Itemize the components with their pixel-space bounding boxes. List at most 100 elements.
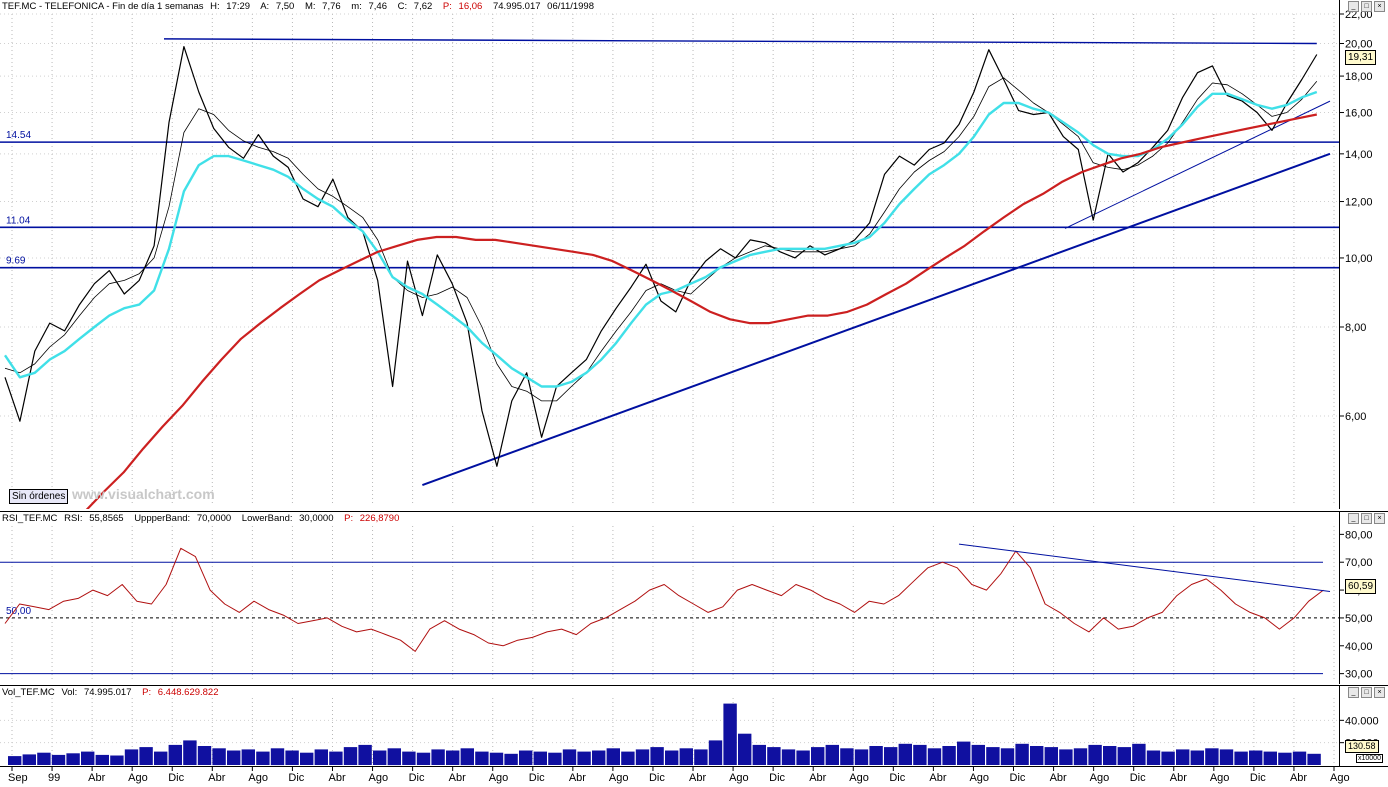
- x-tick-label: Ago: [489, 772, 509, 784]
- x-tick-label: Dic: [529, 772, 545, 784]
- trendline: [1064, 100, 1331, 229]
- volume-bar: [1117, 747, 1131, 765]
- x-tick-label: 99: [48, 772, 60, 784]
- maximize-button[interactable]: □: [1361, 513, 1372, 524]
- volume-last-value: 130.58: [1345, 740, 1379, 753]
- ma-long-line: [85, 113, 1318, 509]
- volume-bar: [1015, 743, 1029, 765]
- x-tick-label: Dic: [769, 772, 785, 784]
- rsi-panel[interactable]: RSI_TEF.MC RSI: 55,8565 UppperBand: 70,0…: [0, 511, 1388, 684]
- volume-bar: [22, 754, 36, 765]
- x-tick-label: Abr: [208, 772, 225, 784]
- maximize-button[interactable]: □: [1361, 687, 1372, 698]
- volume-bar: [898, 743, 912, 765]
- volume-bar: [577, 751, 591, 765]
- volume-bar: [781, 749, 796, 765]
- volume-bar: [1307, 753, 1321, 765]
- x-tick-label: Sep: [8, 772, 28, 784]
- horizontal-line-label: 11.04: [6, 215, 31, 226]
- y-tick-label: 70,00: [1345, 557, 1373, 569]
- volume-bar: [884, 747, 898, 765]
- y-tick-label: 30,00: [1345, 669, 1373, 681]
- rsi-line: [4, 547, 1324, 652]
- volume-chart[interactable]: [0, 686, 1339, 767]
- volume-bar: [606, 748, 620, 766]
- minimize-button[interactable]: _: [1348, 513, 1359, 524]
- x-axis: Sep 99 Abr Ago Dic Abr Ago Dic Abr Ago Dic Abr Ago Di…: [0, 766, 1388, 784]
- volume-bar: [840, 748, 854, 766]
- volume-bar: [533, 751, 547, 765]
- volume-bar: [519, 750, 533, 765]
- volume-bar: [1292, 751, 1307, 765]
- volume-bar: [314, 749, 328, 765]
- volume-bar: [971, 744, 985, 765]
- close-button[interactable]: ×: [1374, 687, 1385, 698]
- volume-bar: [431, 749, 445, 765]
- price-last-value: 19,31: [1345, 50, 1377, 65]
- x-tick-label: Abr: [1290, 772, 1307, 784]
- x-tick-label: Dic: [168, 772, 184, 784]
- volume-bar: [256, 751, 270, 765]
- volume-bar: [650, 747, 664, 765]
- volume-panel[interactable]: Vol_TEF.MC Vol: 74.995.017 P: 6.448.629.…: [0, 685, 1388, 767]
- volume-bar: [343, 747, 358, 765]
- x-tick-label: Abr: [449, 772, 466, 784]
- close-button[interactable]: ×: [1374, 1, 1385, 12]
- x-tick-label: Ago: [1330, 772, 1350, 784]
- minimize-button[interactable]: _: [1348, 687, 1359, 698]
- volume-bar: [1146, 750, 1161, 765]
- volume-bar: [446, 750, 460, 765]
- volume-bar: [1030, 746, 1044, 765]
- close-button[interactable]: ×: [1374, 513, 1385, 524]
- volume-bar: [1044, 747, 1058, 765]
- volume-bar: [1278, 752, 1292, 765]
- y-tick-label: 8,00: [1345, 322, 1366, 334]
- volume-bar: [154, 751, 168, 765]
- volume-bar: [373, 750, 387, 765]
- volume-bar: [95, 754, 109, 765]
- trendline: [163, 38, 1317, 45]
- volume-bar: [1161, 751, 1175, 765]
- volume-bar: [1059, 749, 1073, 765]
- volume-bar: [621, 751, 635, 765]
- volume-bar: [1219, 749, 1234, 765]
- volume-bar: [8, 756, 22, 765]
- rsi-chart[interactable]: 50,00: [0, 512, 1339, 684]
- x-tick-label: Dic: [288, 772, 304, 784]
- volume-bar: [183, 740, 197, 765]
- y-tick-label: 18,00: [1345, 71, 1373, 83]
- price-chart[interactable]: 14.54 11.04 9.69: [0, 0, 1339, 509]
- horizontal-line-label: 14.54: [6, 130, 31, 141]
- volume-bar: [708, 740, 723, 765]
- x-tick-label: Ago: [609, 772, 629, 784]
- volume-bar: [1205, 748, 1219, 766]
- volume-bar: [227, 750, 241, 765]
- volume-bar: [548, 752, 562, 765]
- volume-bar: [986, 747, 1000, 765]
- sin-ordenes-button[interactable]: Sin órdenes: [9, 489, 69, 504]
- volume-bar: [592, 750, 606, 765]
- x-tick-label: Dic: [409, 772, 425, 784]
- rsi-header: RSI_TEF.MC RSI: 55,8565 UppperBand: 70,0…: [2, 513, 400, 524]
- volume-window-buttons: _ □ ×: [1348, 687, 1385, 698]
- volume-bar: [110, 755, 124, 765]
- volume-bar: [387, 748, 401, 766]
- y-tick-label: 50,00: [1345, 613, 1373, 625]
- x-tick-label: Abr: [929, 772, 946, 784]
- volume-bar: [139, 747, 153, 765]
- volume-bar: [957, 741, 971, 765]
- volume-bar: [1190, 750, 1204, 765]
- midline-label: 50,00: [6, 606, 31, 617]
- x-tick-label: Abr: [328, 772, 345, 784]
- volume-bar: [270, 748, 285, 766]
- volume-bar: [329, 751, 343, 765]
- volume-bar: [81, 751, 95, 765]
- minimize-button[interactable]: _: [1348, 1, 1359, 12]
- volume-bar: [1132, 743, 1146, 765]
- maximize-button[interactable]: □: [1361, 1, 1372, 12]
- volume-bar: [869, 746, 883, 765]
- volume-bar: [1073, 748, 1088, 766]
- price-panel[interactable]: TEF.MC - TELEFONICA - Fin de día 1 seman…: [0, 0, 1388, 509]
- volume-bar: [927, 748, 942, 766]
- volume-bar: [738, 733, 752, 765]
